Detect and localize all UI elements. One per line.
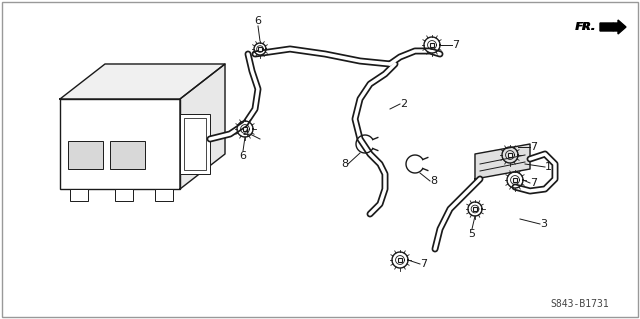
Text: FR.: FR. bbox=[575, 22, 596, 32]
Bar bbox=[184, 118, 206, 170]
Bar bbox=[513, 178, 516, 182]
Text: 7: 7 bbox=[452, 40, 459, 50]
Bar bbox=[180, 114, 210, 174]
Text: 8: 8 bbox=[341, 159, 348, 169]
Text: 6: 6 bbox=[239, 151, 246, 161]
Text: 7: 7 bbox=[420, 259, 427, 269]
Text: 7: 7 bbox=[530, 178, 537, 188]
Bar bbox=[115, 189, 133, 201]
Polygon shape bbox=[180, 64, 225, 189]
Text: FR.: FR. bbox=[576, 22, 597, 32]
Bar bbox=[473, 207, 477, 211]
Polygon shape bbox=[60, 64, 225, 99]
Bar bbox=[430, 43, 434, 47]
Bar bbox=[259, 47, 262, 51]
Bar bbox=[68, 141, 103, 169]
Bar bbox=[398, 258, 402, 262]
Bar bbox=[70, 189, 88, 201]
Text: 5: 5 bbox=[468, 229, 476, 239]
Polygon shape bbox=[600, 20, 626, 34]
Text: 7: 7 bbox=[530, 142, 537, 152]
Text: 3: 3 bbox=[540, 219, 547, 229]
Text: 2: 2 bbox=[400, 99, 407, 109]
Text: S843-B1731: S843-B1731 bbox=[550, 299, 609, 309]
Bar bbox=[155, 189, 173, 201]
Text: 6: 6 bbox=[255, 16, 262, 26]
Bar bbox=[60, 99, 180, 189]
Bar bbox=[110, 141, 145, 169]
Polygon shape bbox=[475, 144, 530, 179]
Text: 1: 1 bbox=[545, 162, 552, 172]
Bar bbox=[508, 153, 512, 157]
Text: 8: 8 bbox=[430, 176, 437, 186]
Text: 4: 4 bbox=[243, 129, 250, 139]
Bar bbox=[243, 127, 247, 131]
